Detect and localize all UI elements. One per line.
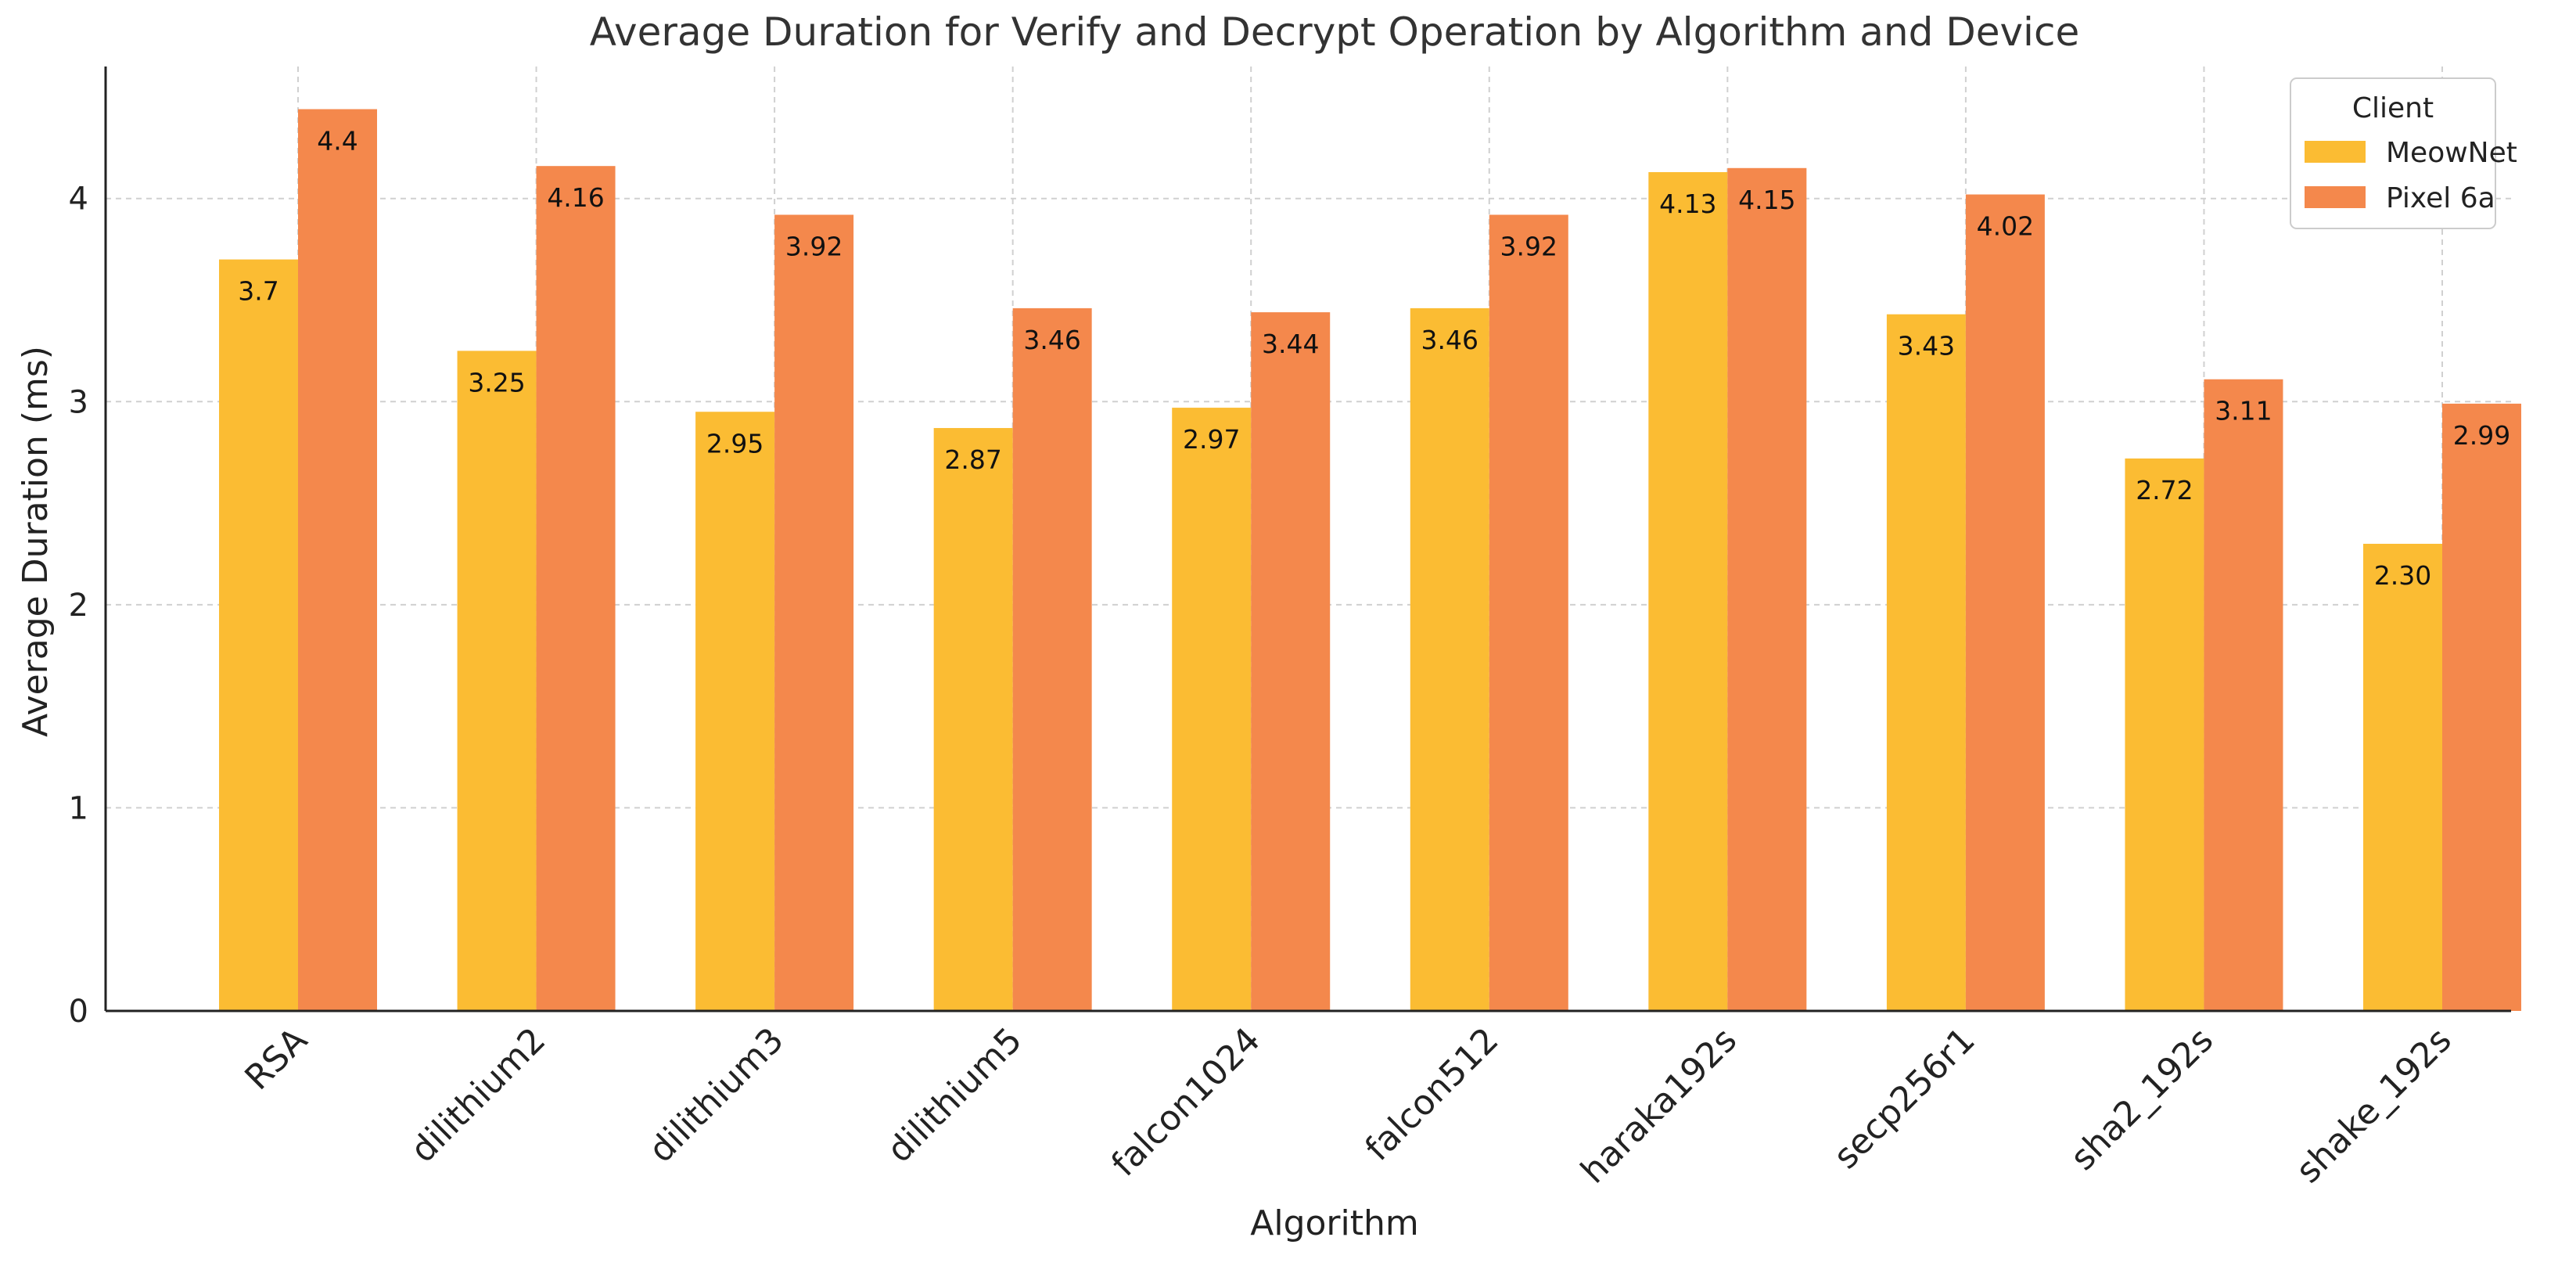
legend-title: Client bbox=[2352, 92, 2434, 124]
data-label: 3.11 bbox=[2215, 396, 2272, 426]
data-label: 4.15 bbox=[1738, 185, 1795, 215]
data-label: 2.97 bbox=[1183, 424, 1240, 455]
data-label: 4.16 bbox=[547, 182, 604, 213]
data-label: 3.7 bbox=[238, 276, 278, 307]
x-axis-label: Algorithm bbox=[1250, 1203, 1419, 1243]
y-tick-label: 3 bbox=[69, 384, 88, 420]
legend-label-meownet: MeowNet bbox=[2386, 137, 2517, 169]
x-tick-label: falcon1024 bbox=[1104, 1020, 1268, 1185]
bar-meownet bbox=[2125, 458, 2204, 1011]
x-tick-label: dilithium3 bbox=[641, 1020, 792, 1171]
legend-label-pixel-6a: Pixel 6a bbox=[2386, 182, 2495, 214]
bar-meownet bbox=[2363, 543, 2442, 1011]
bar-pixel-6a bbox=[1965, 194, 2045, 1011]
bar-pixel-6a bbox=[1251, 312, 1331, 1011]
x-tick-label: RSA bbox=[237, 1020, 314, 1098]
bar-pixel-6a bbox=[536, 166, 616, 1012]
data-labels-layer: 3.7 3.25 2.95 2.87 2.97 3.46 4.13 3.43 2.72 2.30 4… bbox=[238, 126, 2510, 591]
bar-pixel-6a bbox=[1489, 214, 1568, 1011]
data-label: 3.92 bbox=[1500, 231, 1557, 261]
bar-meownet bbox=[457, 351, 537, 1012]
y-tick-label: 0 bbox=[69, 994, 88, 1030]
bars-layer bbox=[219, 109, 2521, 1012]
bar-pixel-6a bbox=[1727, 167, 1807, 1012]
bar-pixel-6a bbox=[2442, 403, 2521, 1011]
data-label: 3.44 bbox=[1262, 329, 1319, 359]
x-tick-label: dilithium5 bbox=[879, 1020, 1029, 1171]
bar-meownet bbox=[1172, 408, 1252, 1011]
y-tick-label: 4 bbox=[69, 182, 88, 218]
y-tick-label: 2 bbox=[69, 588, 88, 624]
bar-meownet bbox=[219, 259, 298, 1011]
data-label: 3.46 bbox=[1421, 325, 1478, 355]
chart-title: Average Duration for Verify and Decrypt … bbox=[590, 9, 2079, 55]
x-tick-label: shake_192s bbox=[2289, 1020, 2459, 1191]
data-label: 2.30 bbox=[2374, 560, 2431, 591]
legend-swatch-meownet bbox=[2305, 141, 2366, 163]
data-label: 2.99 bbox=[2453, 420, 2510, 451]
legend-swatch-pixel-6a bbox=[2305, 186, 2366, 208]
data-label: 3.25 bbox=[468, 367, 525, 397]
data-label: 4.13 bbox=[1659, 189, 1716, 219]
data-label: 3.46 bbox=[1023, 325, 1080, 355]
bar-pixel-6a bbox=[774, 214, 854, 1011]
x-tick-label: haraka192s bbox=[1573, 1020, 1744, 1192]
bar-meownet bbox=[1886, 314, 1966, 1011]
x-tick-label: dilithium2 bbox=[403, 1020, 553, 1171]
bar-pixel-6a bbox=[1012, 308, 1092, 1011]
data-label: 2.72 bbox=[2136, 475, 2193, 505]
x-tick-label: secp256r1 bbox=[1826, 1020, 1982, 1177]
bar-meownet bbox=[1648, 171, 1728, 1012]
y-tick-label: 1 bbox=[69, 790, 88, 826]
x-tick-label: sha2_192s bbox=[2063, 1020, 2221, 1178]
y-axis-label: Average Duration (ms) bbox=[16, 346, 56, 737]
data-label: 4.4 bbox=[317, 126, 357, 156]
bar-pixel-6a bbox=[2204, 379, 2283, 1011]
bar-meownet bbox=[695, 412, 775, 1011]
data-label: 3.92 bbox=[785, 231, 842, 261]
data-label: 2.87 bbox=[944, 444, 1001, 475]
data-label: 3.43 bbox=[1898, 331, 1955, 361]
data-label: 2.95 bbox=[706, 428, 763, 459]
bar-meownet bbox=[933, 428, 1013, 1011]
bar-meownet bbox=[1410, 308, 1489, 1011]
data-label: 4.02 bbox=[1977, 211, 2034, 242]
bar-pixel-6a bbox=[298, 109, 377, 1012]
legend: Client MeowNet Pixel 6a bbox=[2290, 77, 2517, 229]
x-tick-label: falcon512 bbox=[1358, 1020, 1507, 1169]
